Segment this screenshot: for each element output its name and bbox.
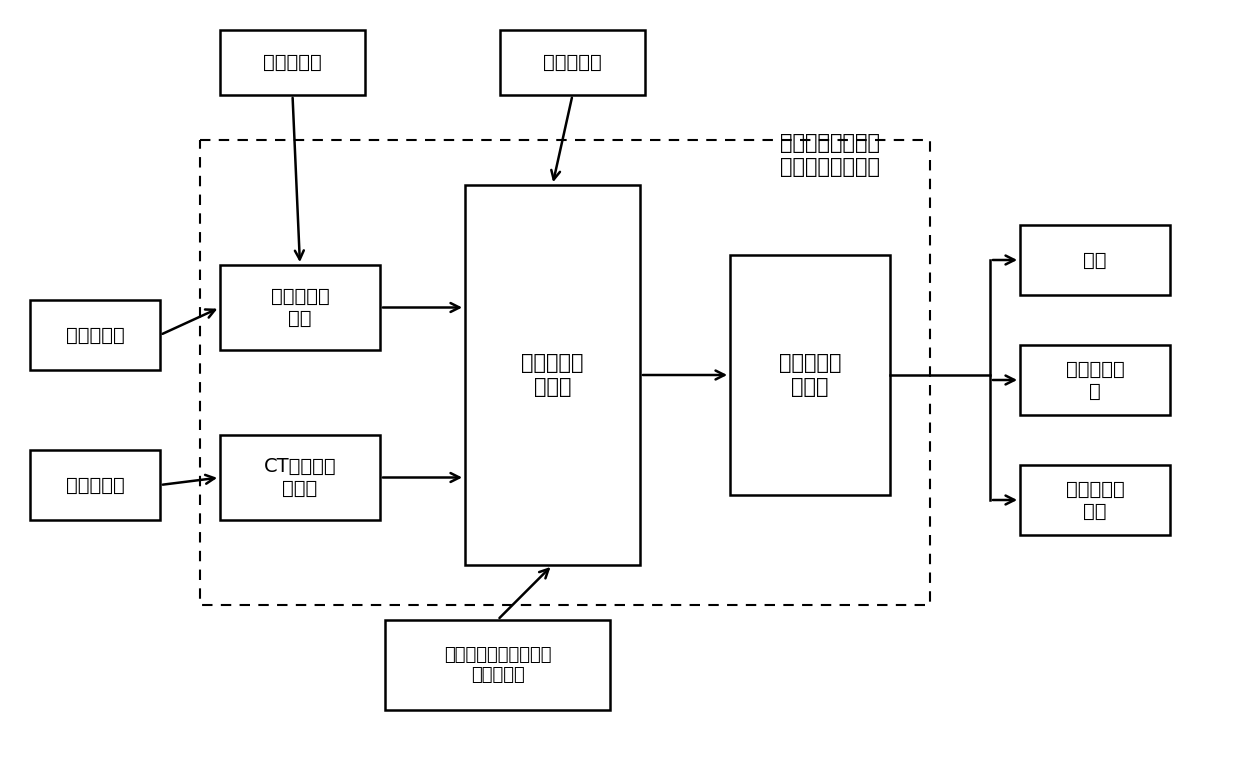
Bar <box>384 620 610 710</box>
Text: 表头: 表头 <box>1084 251 1107 270</box>
Text: 环境温度计: 环境温度计 <box>263 53 322 72</box>
Text: 油面温度计: 油面温度计 <box>66 325 124 344</box>
Bar <box>30 450 160 520</box>
Bar <box>219 265 379 350</box>
Text: 油浸风冷变压器层
式绕组温度测控器: 油浸风冷变压器层 式绕组温度测控器 <box>780 134 880 176</box>
Text: CT二次电流
变送器: CT二次电流 变送器 <box>264 457 336 498</box>
Text: 变压器保护
装置: 变压器保护 装置 <box>1065 480 1125 521</box>
Text: 绕组温度控
制模块: 绕组温度控 制模块 <box>779 353 841 397</box>
Bar <box>730 255 890 495</box>
Text: 变压器结构参数、绕组
类型及尺寸: 变压器结构参数、绕组 类型及尺寸 <box>444 645 552 685</box>
Bar <box>219 435 379 520</box>
Bar <box>200 140 930 605</box>
Bar <box>1021 465 1171 535</box>
Text: 远程显示装
置: 远程显示装 置 <box>1065 359 1125 401</box>
Text: 风冷控制器: 风冷控制器 <box>543 53 601 72</box>
Text: 压电信号处
理器: 压电信号处 理器 <box>270 287 330 328</box>
Bar <box>1021 225 1171 295</box>
Bar <box>465 185 640 565</box>
Bar <box>1021 345 1171 415</box>
Bar <box>500 30 645 95</box>
Text: 电流互感器: 电流互感器 <box>66 476 124 495</box>
Bar <box>30 300 160 370</box>
Text: 绕组温度计
算模块: 绕组温度计 算模块 <box>521 353 584 397</box>
Bar <box>219 30 365 95</box>
